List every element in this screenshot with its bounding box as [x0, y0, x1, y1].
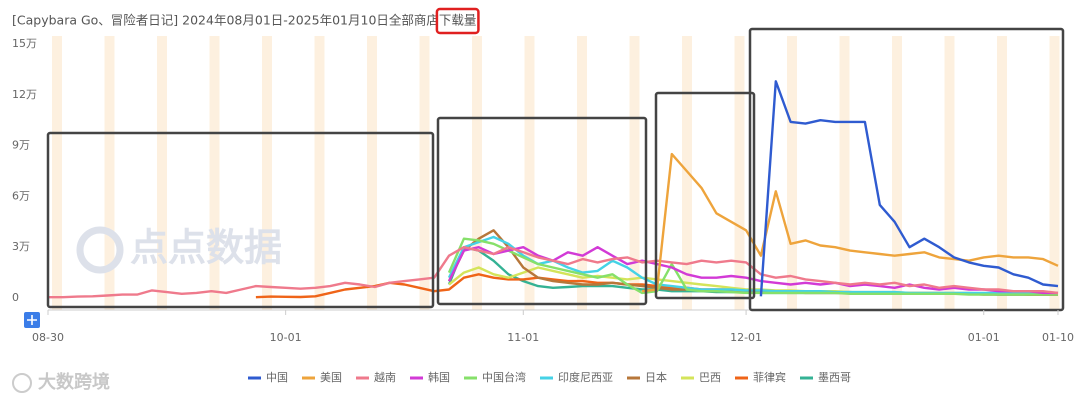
legend-label: 日本: [645, 370, 667, 384]
credit: 大数跨境: [38, 371, 110, 393]
annotation-boxes: [46, 27, 1065, 312]
legend-label: 韩国: [428, 370, 450, 384]
stripe: [944, 36, 955, 310]
x-tick-label: 01-01: [968, 331, 1000, 344]
stripe: [419, 36, 430, 310]
stripe: [629, 36, 640, 310]
watermark-logo: [76, 226, 124, 274]
y-tick-label: 12万: [12, 88, 37, 101]
chart-title: [Capybara Go、冒险者日记] 2024年08月01日-2025年01月…: [12, 13, 439, 28]
y-tick-label: 6万: [12, 189, 30, 202]
title-highlight: 下载量: [439, 13, 477, 28]
series-line: [48, 246, 1059, 299]
x-tick-label: 11-01: [507, 331, 539, 344]
legend-label: 美国: [320, 371, 342, 384]
x-tick-label: 12-01: [730, 331, 762, 344]
y-tick-label: 0: [12, 291, 19, 304]
plus-icon: [27, 315, 37, 325]
legend-label: 菲律宾: [753, 370, 786, 384]
x-tick-label: 10-01: [270, 331, 302, 344]
legend-label: 越南: [374, 370, 396, 384]
stripe: [734, 36, 745, 310]
stripe: [892, 36, 902, 310]
stripe: [157, 36, 167, 310]
annotation-box: [748, 27, 1065, 312]
stripe: [262, 36, 272, 310]
x-tick-label: 08-30: [32, 331, 64, 344]
series-line: [759, 80, 1059, 297]
legend-label: 印度尼西亚: [558, 370, 613, 384]
y-tick-label: 15万: [12, 37, 37, 50]
watermark: 点点数据: [130, 226, 282, 270]
stripe: [472, 36, 482, 310]
stripe: [997, 36, 1007, 310]
credit-logo: [12, 373, 32, 393]
stripe: [577, 36, 587, 310]
stripe: [1049, 36, 1060, 310]
stripe: [52, 36, 62, 310]
annotation-box: [436, 116, 648, 306]
highlight-box: [435, 7, 480, 35]
annotation-box: [46, 131, 435, 309]
legend-label: 中国: [266, 371, 288, 384]
legend-label: 墨西哥: [818, 371, 851, 384]
y-tick-label: 9万: [12, 139, 30, 152]
stripe: [787, 36, 797, 310]
x-tick-label: 01-10: [1042, 331, 1074, 344]
legend-label: 巴西: [699, 371, 721, 384]
stripe: [839, 36, 850, 310]
series-line: [641, 152, 1059, 293]
stripe: [524, 36, 535, 310]
annotation-box: [654, 91, 756, 300]
stripe: [104, 36, 115, 310]
stripe: [314, 36, 325, 310]
legend: 中国 美国 越南 韩国 中国台湾 印度尼西亚 日本 巴西 菲律宾 墨西哥: [248, 370, 851, 384]
y-tick-label: 3万: [12, 240, 30, 253]
legend-label: 中国台湾: [482, 370, 526, 384]
stripe: [209, 36, 220, 310]
stripe: [367, 36, 377, 310]
